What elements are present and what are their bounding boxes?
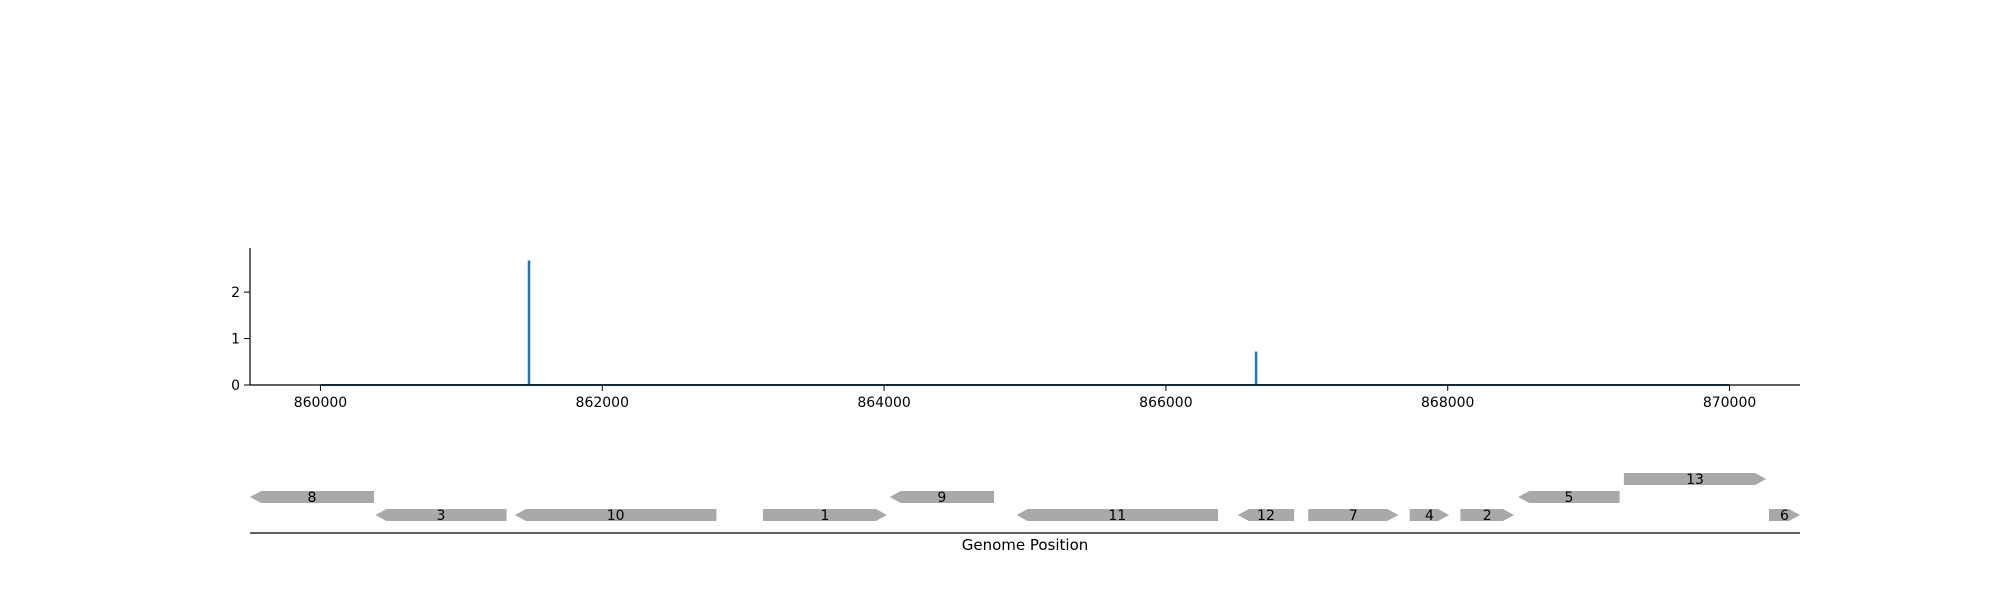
x-tick-label: 868000	[1421, 395, 1474, 411]
gene-feature-3	[375, 509, 507, 521]
gene-label-13: 13	[1686, 472, 1704, 488]
x-tick-label: 864000	[857, 395, 910, 411]
gene-label-11: 11	[1108, 508, 1126, 524]
gene-label-6: 6	[1780, 508, 1789, 524]
gene-label-2: 2	[1483, 508, 1492, 524]
gene-feature-9	[889, 491, 994, 503]
gene-label-4: 4	[1425, 508, 1434, 524]
gene-feature-10	[514, 509, 717, 521]
gene-track: 8 3 10 1 9 11 12 7 4 2 5 13 6 Genome Position	[250, 472, 1800, 554]
y-tick-label: 0	[231, 378, 240, 394]
gene-feature-5	[1518, 491, 1620, 503]
gene-feature-1	[762, 509, 887, 521]
gene-feature-4	[1409, 509, 1450, 521]
gene-label-8: 8	[308, 490, 317, 506]
gene-label-12: 12	[1257, 508, 1275, 524]
gene-label-10: 10	[607, 508, 625, 524]
gene-feature-7	[1308, 509, 1399, 521]
gene-label-1: 1	[820, 508, 829, 524]
gene-label-5: 5	[1564, 490, 1573, 506]
x-tick-label: 862000	[576, 395, 629, 411]
gene-label-9: 9	[937, 490, 946, 506]
coverage-plot: 860000 862000 864000 866000 868000 870000 0 1 2	[231, 248, 1800, 411]
x-tick-label: 860000	[294, 395, 347, 411]
y-tick-label: 2	[231, 285, 240, 301]
gene-feature-6	[1769, 509, 1800, 521]
y-tick-label: 1	[231, 332, 240, 348]
track-xlabel: Genome Position	[962, 536, 1089, 554]
gene-feature-13	[1623, 473, 1767, 485]
gene-label-3: 3	[436, 508, 445, 524]
x-tick-label: 870000	[1703, 395, 1756, 411]
gene-feature-12	[1237, 509, 1295, 521]
gene-label-7: 7	[1349, 508, 1358, 524]
gene-feature-2	[1460, 509, 1514, 521]
x-tick-label: 866000	[1139, 395, 1192, 411]
gene-feature-8	[250, 491, 374, 503]
gene-feature-11	[1016, 509, 1219, 521]
